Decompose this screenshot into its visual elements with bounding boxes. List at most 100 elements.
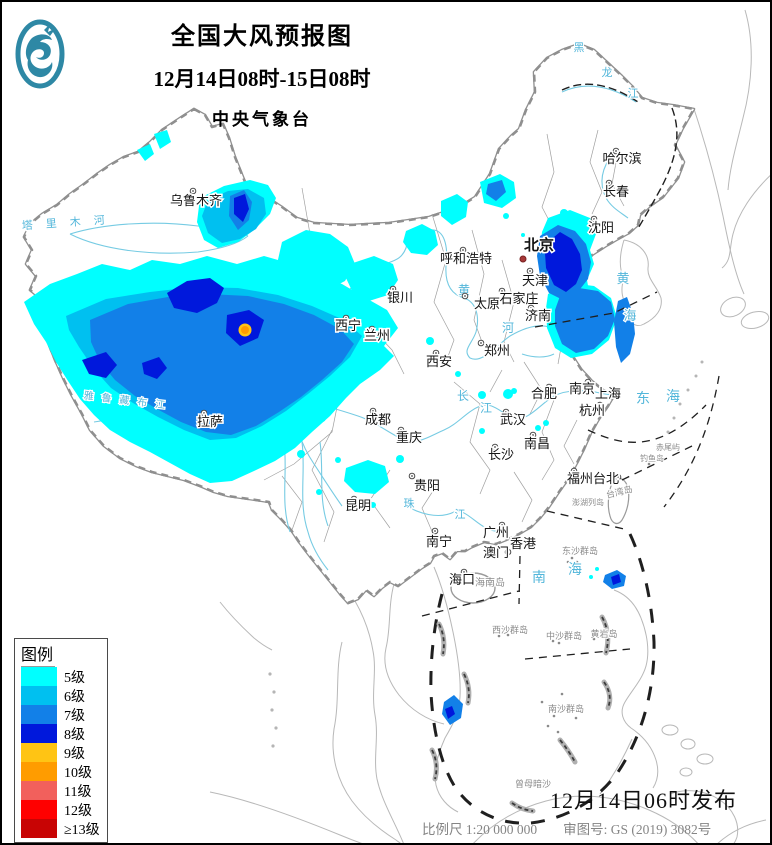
city-name: 银川 xyxy=(387,290,413,305)
city-name: 贵阳 xyxy=(414,478,440,493)
wind-area-5级 xyxy=(345,306,355,316)
wind-area-5级 xyxy=(521,233,525,237)
legend-label: 8级 xyxy=(64,727,85,743)
legend-row-5级: 5级 xyxy=(21,667,103,686)
city-name: 西宁 xyxy=(335,318,361,333)
foreign-coastlines xyxy=(209,9,770,843)
water-label: 海 xyxy=(568,562,582,578)
scale-text: 比例尺 1:20 000 000 xyxy=(422,822,538,837)
city-name: 郑州 xyxy=(484,343,510,358)
legend-row-7级: 7级 xyxy=(21,705,103,724)
city-marker-dot xyxy=(518,538,520,540)
gulf-of-thailand-coast xyxy=(384,583,445,725)
escarpment-arcs xyxy=(429,614,613,814)
city-北京: 北京 xyxy=(519,235,556,263)
city-贵阳: 贵阳 xyxy=(408,472,442,495)
wind-area-8级 xyxy=(142,357,167,379)
city-name: 济南 xyxy=(525,308,551,323)
legend-label: 10级 xyxy=(64,765,92,781)
water-label: 龙 xyxy=(602,66,613,79)
cma-logo xyxy=(14,16,66,92)
legend-row-10级: 10级 xyxy=(21,762,103,781)
wind-area-5级 xyxy=(297,450,305,458)
wind-area-5级 xyxy=(346,256,398,301)
wind-area-5级 xyxy=(137,144,154,161)
ne-border-dash xyxy=(636,107,678,231)
legend-row-12级: 12级 xyxy=(21,800,103,819)
legend-label: 9级 xyxy=(64,746,85,762)
wind-area-5级 xyxy=(589,575,593,579)
legend-label: 6级 xyxy=(64,689,85,705)
city-name: 哈尔滨 xyxy=(602,151,641,166)
island-label: 东沙群岛 xyxy=(562,545,598,556)
city-重庆: 重庆 xyxy=(394,426,424,447)
city-长春: 长春 xyxy=(601,179,631,201)
myanmar-coast xyxy=(219,601,273,651)
malay-west-coast xyxy=(332,641,401,843)
city-name: 合肥 xyxy=(531,386,557,401)
island-label: 曾母暗沙 xyxy=(515,778,551,789)
legend-label: 11级 xyxy=(64,784,92,800)
city-南昌: 南昌 xyxy=(522,431,552,453)
city-海口: 海口 xyxy=(447,568,477,589)
city-name: 南昌 xyxy=(524,436,550,451)
wind-area-5级 xyxy=(535,425,541,431)
water-label: 海 xyxy=(666,389,680,405)
city-marker-dot xyxy=(371,328,373,330)
city-marker-dot xyxy=(192,190,194,192)
city-南宁: 南宁 xyxy=(424,527,454,551)
tarim-river xyxy=(69,233,249,254)
wind-area-8级 xyxy=(234,194,249,222)
wind-area-5级 xyxy=(318,414,326,422)
city-marker-dot xyxy=(501,290,503,292)
city-哈尔滨: 哈尔滨 xyxy=(601,147,643,168)
city-marker-dot xyxy=(463,571,465,573)
city-name: 乌鲁木齐 xyxy=(170,193,222,208)
city-西安: 西安 xyxy=(424,349,454,371)
wind-area-5级 xyxy=(511,388,517,394)
wind-area-5级 xyxy=(478,391,486,399)
city-太原: 太原 xyxy=(461,292,502,313)
visayas-island xyxy=(696,753,714,765)
city-marker-dot xyxy=(530,307,532,309)
pearl-river xyxy=(409,507,503,532)
wind-area-8级 xyxy=(445,706,455,719)
wind-area-5级 xyxy=(154,130,171,149)
city-marker-dot xyxy=(573,470,575,472)
legend-swatch xyxy=(21,781,57,800)
city-marker-dot xyxy=(617,476,619,478)
legend-label: 5级 xyxy=(64,670,85,686)
wind-area-5级 xyxy=(370,502,376,508)
city-name: 南京 xyxy=(569,381,595,396)
water-label: 长 xyxy=(457,389,469,403)
taiwan-island xyxy=(607,477,630,525)
city-乌鲁木齐: 乌鲁木齐 xyxy=(168,187,224,210)
legend-row-9级: 9级 xyxy=(21,743,103,762)
city-name: 广州 xyxy=(483,525,509,540)
island-label: 海南岛 xyxy=(475,576,505,589)
city-marker-dot xyxy=(494,446,496,448)
city-marker-dot xyxy=(464,295,466,297)
legend-row-6级: 6级 xyxy=(21,686,103,705)
city-marker-dot xyxy=(617,392,619,394)
wind-area-5级 xyxy=(277,230,355,296)
island-label: 黄岩岛 xyxy=(590,628,617,639)
city-天津: 天津 xyxy=(520,267,550,290)
city-济南: 济南 xyxy=(523,304,553,325)
city-name: 福州 xyxy=(567,471,593,486)
wind-area-5级 xyxy=(441,194,468,225)
city-marker-dot xyxy=(615,150,617,152)
visayas-island xyxy=(679,767,693,777)
city-name: 呼和浩特 xyxy=(440,251,492,266)
wind-area-8级 xyxy=(82,352,117,378)
yellow-river xyxy=(331,229,559,360)
legend-label: 7级 xyxy=(64,708,85,724)
release-time: 12月14日06时发布 xyxy=(550,788,738,813)
city-昆明: 昆明 xyxy=(343,495,373,515)
cma-dragon-logo-icon xyxy=(15,19,65,89)
ne-border-dash xyxy=(561,83,639,103)
water-label: 江 xyxy=(628,87,639,100)
city-name: 天津 xyxy=(522,273,548,288)
city-合肥: 合肥 xyxy=(529,383,559,403)
